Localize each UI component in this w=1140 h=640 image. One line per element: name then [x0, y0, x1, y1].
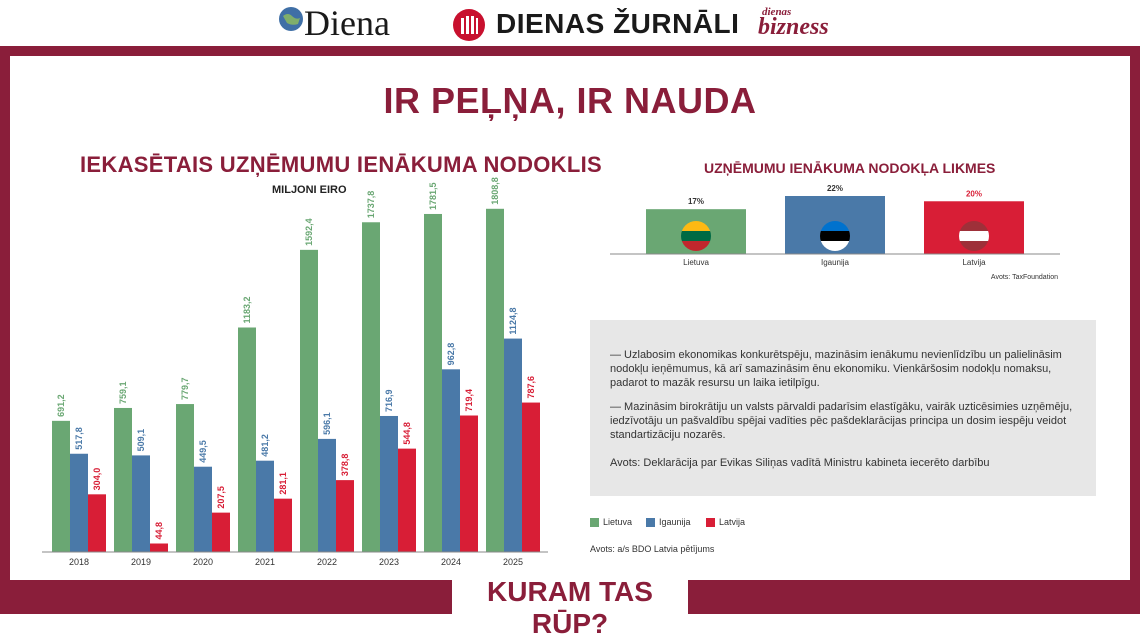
data-label-lietuva-2021: 1183,2: [242, 296, 252, 323]
bar-lietuva-2020: [176, 404, 194, 552]
chart-source: Avots: a/s BDO Latvia pētījums: [590, 544, 715, 554]
rate-label-lietuva: 17%: [688, 197, 704, 206]
bar-igaunija-2025: [504, 338, 522, 552]
declaration-paragraph-2: — Mazināsim birokrātiju un valsts pārval…: [610, 401, 1073, 441]
chart-title: IEKASĒTAIS UZŅĒMUMU IENĀKUMA NODOKLIS: [80, 152, 602, 177]
estonia-flag-icon: [820, 221, 850, 251]
data-label-latvija-2025: 787,6: [526, 376, 536, 399]
dienas-zurnali-logo-icon: [453, 9, 485, 41]
data-label-igaunija-2018: 517,8: [74, 427, 84, 450]
x-tick-label-2020: 2020: [193, 557, 213, 567]
legend-swatch-igaunija: [646, 518, 655, 528]
rate-label-latvija: 20%: [966, 189, 982, 198]
brand-diena[interactable]: Diena: [304, 3, 390, 43]
data-label-latvija-2023: 544,8: [402, 422, 412, 445]
bar-lietuva-2022: [300, 249, 318, 553]
data-label-lietuva-2025: 1808,8: [490, 177, 500, 205]
rate-category-igaunija: Igaunija: [821, 258, 850, 267]
bar-latvija-2018: [88, 494, 106, 552]
data-label-igaunija-2019: 509,1: [136, 429, 146, 452]
data-label-latvija-2021: 281,1: [278, 472, 288, 495]
x-tick-label-2018: 2018: [69, 557, 89, 567]
legend-label-lietuva: Lietuva: [603, 517, 633, 527]
data-label-igaunija-2020: 449,5: [198, 440, 208, 463]
bar-igaunija-2020: [194, 466, 212, 552]
bar-lietuva-2021: [238, 327, 256, 552]
data-label-igaunija-2023: 716,9: [384, 389, 394, 412]
bar-latvija-2019: [150, 543, 168, 552]
declaration-paragraph-1: — Uzlabosim ekonomikas konkurētspēju, ma…: [610, 349, 1062, 389]
legend-item-igaunija: Igaunija: [646, 517, 691, 528]
rates-chart-title: UZŅĒMUMU IENĀKUMA NODOKĻA LIKMES: [704, 160, 996, 176]
data-label-lietuva-2022: 1592,4: [304, 218, 314, 246]
brand-dienas-zurnali[interactable]: DIENAS ŽURNĀLI: [496, 8, 740, 39]
bar-latvija-2023: [398, 448, 416, 552]
rate-category-latvija: Latvija: [962, 258, 986, 267]
bar-lietuva-2024: [424, 213, 442, 552]
data-label-lietuva-2019: 759,1: [118, 381, 128, 404]
data-label-latvija-2022: 378,8: [340, 454, 350, 477]
bottom-title: KURAM TAS RŪP?: [487, 576, 653, 639]
tax-revenue-chart: 691,2 517,8 304,0 2018 759,1 509,1 44,8 2019 779…: [42, 177, 548, 567]
data-label-latvija-2020: 207,5: [216, 486, 226, 509]
x-tick-label-2021: 2021: [255, 557, 275, 567]
rate-label-igaunija: 22%: [827, 184, 843, 193]
top-brand-bar: Diena DIENAS ŽURNĀLI dienas bizness: [0, 0, 1140, 46]
data-label-lietuva-2018: 691,2: [56, 394, 66, 417]
bar-igaunija-2022: [318, 438, 336, 552]
x-tick-label-2023: 2023: [379, 557, 399, 567]
x-tick-label-2024: 2024: [441, 557, 461, 567]
tax-rates-chart: 17% Lietuva 22% Igaunija 20% Latvija Avots: Ta…: [610, 184, 1060, 281]
legend-label-latvija: Latvija: [719, 517, 746, 527]
lithuania-flag-icon: [681, 221, 711, 251]
declaration-source: Avots: Deklarācija par Evikas Siliņas va…: [610, 457, 990, 469]
bar-igaunija-2024: [442, 369, 460, 552]
x-tick-label-2022: 2022: [317, 557, 337, 567]
data-label-latvija-2019: 44,8: [154, 522, 164, 540]
bottom-banner: KURAM TAS RŪP?: [452, 570, 688, 639]
data-label-igaunija-2022: 596,1: [322, 412, 332, 435]
declaration-text-box: — Uzlabosim ekonomikas konkurētspēju, ma…: [590, 320, 1096, 496]
data-label-lietuva-2023: 1737,8: [366, 191, 376, 219]
globe-icon: [279, 7, 303, 31]
x-tick-label-2025: 2025: [503, 557, 523, 567]
bar-lietuva-2023: [362, 222, 380, 552]
bar-latvija-2022: [336, 480, 354, 552]
brand-dienas-bizness[interactable]: bizness: [758, 14, 829, 40]
bar-latvija-2021: [274, 498, 292, 552]
legend-item-lietuva: Lietuva: [590, 517, 633, 528]
bar-igaunija-2023: [380, 415, 398, 552]
page-title: IR PEĻŅA, IR NAUDA: [383, 80, 757, 121]
legend-swatch-lietuva: [590, 518, 599, 528]
data-label-igaunija-2024: 962,8: [446, 343, 456, 366]
data-label-igaunija-2025: 1124,8: [508, 308, 518, 335]
latvia-flag-icon: [959, 221, 989, 251]
bar-lietuva-2018: [52, 420, 70, 552]
x-tick-label-2019: 2019: [131, 557, 151, 567]
bar-igaunija-2018: [70, 453, 88, 552]
brand-dienas-bizness-small: dienas: [762, 6, 792, 18]
bar-igaunija-2019: [132, 455, 150, 552]
bar-latvija-2020: [212, 512, 230, 552]
legend-item-latvija: Latvija: [706, 517, 746, 528]
bar-latvija-2024: [460, 415, 478, 552]
legend-swatch-latvija: [706, 518, 715, 528]
bar-lietuva-2019: [114, 407, 132, 552]
data-label-lietuva-2020: 779,7: [180, 378, 190, 401]
bar-igaunija-2021: [256, 460, 274, 552]
data-label-lietuva-2024: 1781,5: [428, 182, 438, 210]
rate-category-lietuva: Lietuva: [683, 258, 709, 267]
data-label-latvija-2018: 304,0: [92, 468, 102, 491]
legend-label-igaunija: Igaunija: [659, 517, 691, 527]
rates-source: Avots: TaxFoundation: [991, 274, 1058, 281]
data-label-igaunija-2021: 481,2: [260, 434, 270, 457]
chart-subtitle: MILJONI EIRO: [272, 184, 347, 196]
bar-lietuva-2025: [486, 208, 504, 552]
data-label-latvija-2024: 719,4: [464, 389, 474, 412]
bar-latvija-2025: [522, 402, 540, 552]
